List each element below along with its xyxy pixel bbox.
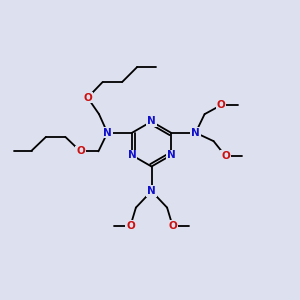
Text: O: O: [83, 93, 92, 103]
Text: N: N: [191, 128, 200, 138]
Text: N: N: [103, 128, 112, 138]
Text: N: N: [147, 186, 156, 196]
Text: O: O: [76, 146, 85, 156]
Text: N: N: [167, 150, 176, 160]
Text: O: O: [126, 220, 135, 231]
Text: N: N: [128, 150, 136, 160]
Text: O: O: [221, 151, 230, 161]
Text: N: N: [147, 116, 156, 127]
Text: O: O: [217, 100, 226, 110]
Text: O: O: [168, 220, 177, 231]
